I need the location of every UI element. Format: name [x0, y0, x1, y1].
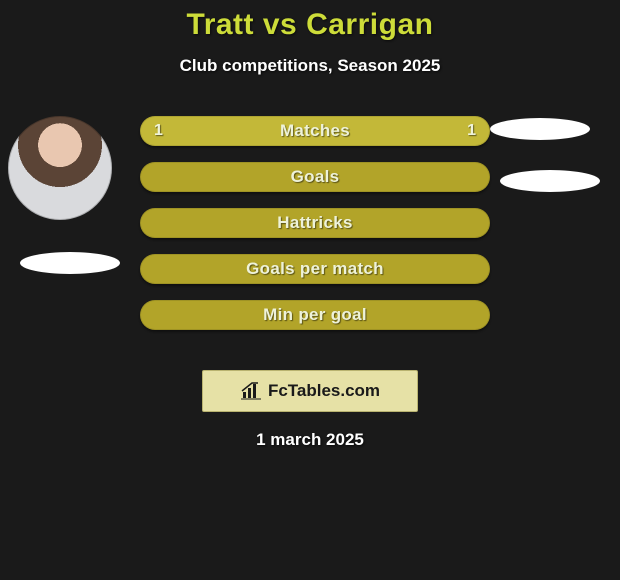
stat-bars: 1 Matches 1 Goals Hattricks Goals per ma… [140, 116, 490, 346]
stat-label: Goals per match [246, 259, 384, 279]
stat-row-min-per-goal: Min per goal [140, 300, 490, 330]
footer-date: 1 march 2025 [0, 430, 620, 450]
stat-row-goals-per-match: Goals per match [140, 254, 490, 284]
brand-text: FcTables.com [268, 381, 380, 401]
player-right-name-pill-1 [490, 118, 590, 140]
page-subtitle: Club competitions, Season 2025 [0, 56, 620, 76]
bar-chart-icon [240, 382, 262, 400]
player-left-avatar [8, 116, 112, 220]
stat-right-value: 1 [467, 122, 476, 140]
comparison-card: Tratt vs Carrigan Club competitions, Sea… [0, 0, 620, 450]
stat-label: Goals [291, 167, 340, 187]
stat-row-matches: 1 Matches 1 [140, 116, 490, 146]
player-left-name-pill [20, 252, 120, 274]
stat-label: Min per goal [263, 305, 367, 325]
stat-left-value: 1 [154, 122, 163, 140]
comparison-stage: 1 Matches 1 Goals Hattricks Goals per ma… [0, 116, 620, 366]
stat-label: Hattricks [277, 213, 352, 233]
brand-badge[interactable]: FcTables.com [202, 370, 418, 412]
player-right-name-pill-2 [500, 170, 600, 192]
stat-row-goals: Goals [140, 162, 490, 192]
page-title: Tratt vs Carrigan [0, 8, 620, 42]
stat-label: Matches [280, 121, 350, 141]
stat-row-hattricks: Hattricks [140, 208, 490, 238]
